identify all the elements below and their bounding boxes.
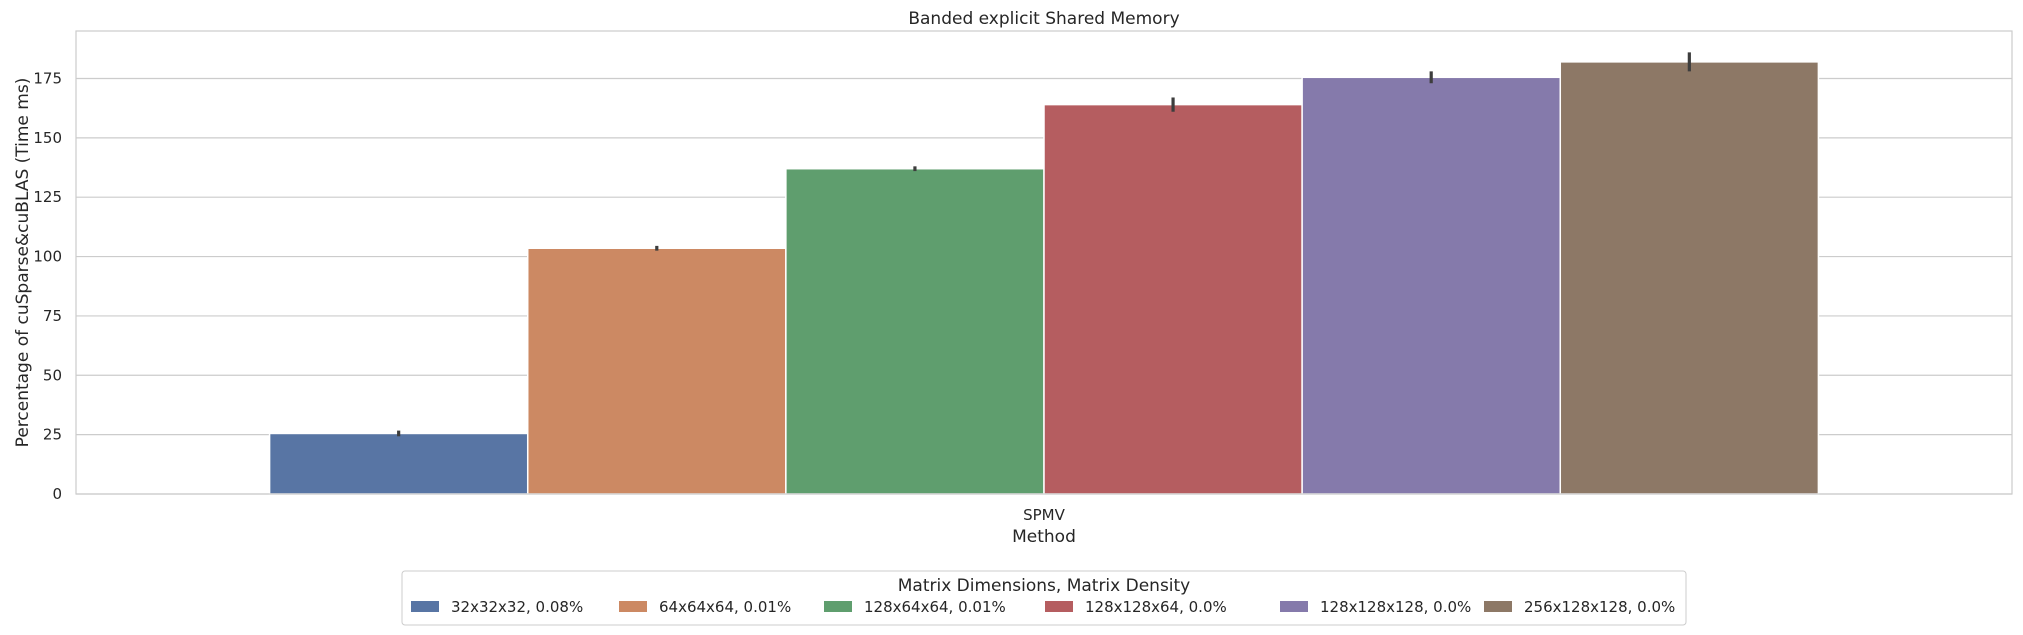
bar [1043,103,1303,495]
legend-swatch [619,601,647,612]
legend-label: 128x128x128, 0.0% [1320,598,1471,616]
bar [268,432,529,495]
legend-title: Matrix Dimensions, Matrix Density [898,576,1191,596]
x-tick-label: SPMV [1023,506,1066,524]
legend: Matrix Dimensions, Matrix Density 32x32x… [401,570,1687,626]
chart-title: Banded explicit Shared Memory [908,9,1179,29]
bar [526,247,787,495]
bar [785,167,1045,495]
x-tick-labels: SPMV [1023,506,1066,524]
y-tick-label: 100 [33,248,62,266]
legend-label: 128x64x64, 0.01% [864,598,1006,616]
y-tick-label: 125 [33,188,62,206]
legend-swatch [411,601,439,612]
legend-items: 32x32x32, 0.08% 64x64x64, 0.01% 128x64x64,… [411,598,1675,616]
y-tick-label: 25 [43,426,62,444]
y-tick-label: 175 [33,69,62,87]
legend-label: 128x128x64, 0.0% [1085,598,1227,616]
legend-label: 64x64x64, 0.01% [659,598,791,616]
legend-swatch [1280,601,1308,612]
legend-swatch [1045,601,1073,612]
y-tick-label: 50 [43,366,62,384]
plot-frame [75,30,2013,495]
legend-label: 256x128x128, 0.0% [1524,598,1675,616]
y-tick-label: 150 [33,129,62,147]
y-tick-label: 75 [43,307,62,325]
bar [1559,61,1820,495]
legend-box [401,570,1687,626]
y-axis-label: Percentage of cuSparse&cuBLAS (Time ms) [13,78,33,448]
y-tick-labels: 0 25 50 75 100 125 150 175 [33,69,62,503]
legend-swatch [824,601,852,612]
y-tick-label: 0 [52,485,62,503]
legend-label: 32x32x32, 0.08% [451,598,583,616]
legend-swatch [1484,601,1512,612]
x-axis-label: Method [1012,527,1076,547]
bars [268,61,1820,495]
bar [1301,76,1562,495]
error-bars [397,52,1691,437]
